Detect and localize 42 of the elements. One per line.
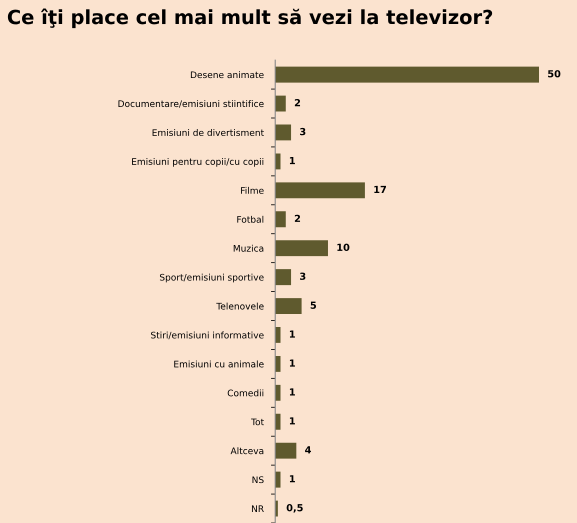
data-label: 1 bbox=[290, 330, 295, 338]
data-label: 1 bbox=[290, 417, 295, 424]
y-tick-label: Emisiuni cu animale bbox=[174, 360, 264, 368]
chart-title: Ce îţi place cel mai mult să vezi la televizor? bbox=[8, 8, 492, 28]
data-label: 1 bbox=[290, 156, 295, 164]
y-tick-label: Telenovele bbox=[216, 302, 264, 310]
data-label: 2 bbox=[294, 99, 300, 106]
y-tick-label: Tot bbox=[251, 418, 264, 426]
data-label: 50 bbox=[548, 70, 560, 78]
bar bbox=[275, 298, 302, 314]
y-tick-label: Sport/emisiuni sportive bbox=[160, 274, 264, 282]
bar bbox=[275, 66, 539, 83]
data-label: 1 bbox=[290, 388, 295, 396]
bar bbox=[275, 182, 365, 198]
data-label: 3 bbox=[300, 128, 306, 136]
y-tick-label: NR bbox=[252, 505, 264, 512]
y-tick-label: Muzica bbox=[234, 244, 264, 252]
y-tick-label: Documentare/emisiuni stiintifice bbox=[118, 100, 264, 108]
data-label: 5 bbox=[310, 302, 316, 309]
bar bbox=[275, 442, 296, 459]
y-tick-label: Stiri/emisiuni informative bbox=[151, 332, 264, 340]
data-label: 10 bbox=[337, 244, 350, 251]
bar bbox=[275, 96, 286, 112]
y-tick-label: Emisiuni de divertisment bbox=[152, 129, 264, 136]
bar bbox=[275, 240, 328, 256]
y-tick-label: Desene animate bbox=[190, 71, 264, 78]
data-label: 4 bbox=[305, 446, 311, 454]
y-tick-label: Comedii bbox=[228, 389, 264, 396]
y-tick-label: Altceva bbox=[230, 447, 264, 454]
bar bbox=[275, 124, 292, 140]
bar bbox=[275, 269, 292, 286]
data-label: 2 bbox=[294, 214, 300, 222]
y-tick-label: Emisiuni pentru copii/cu copii bbox=[132, 158, 264, 167]
y-tick-label: NS bbox=[252, 476, 264, 484]
y-tick-label: Filme bbox=[241, 186, 264, 194]
y-tick-label: Fotbal bbox=[237, 216, 264, 223]
data-label: 0,5 bbox=[286, 504, 303, 513]
bar bbox=[275, 211, 286, 228]
data-label: 3 bbox=[300, 272, 306, 280]
data-label: 1 bbox=[290, 359, 295, 367]
data-label: 17 bbox=[374, 186, 386, 194]
data-label: 1 bbox=[290, 475, 295, 482]
